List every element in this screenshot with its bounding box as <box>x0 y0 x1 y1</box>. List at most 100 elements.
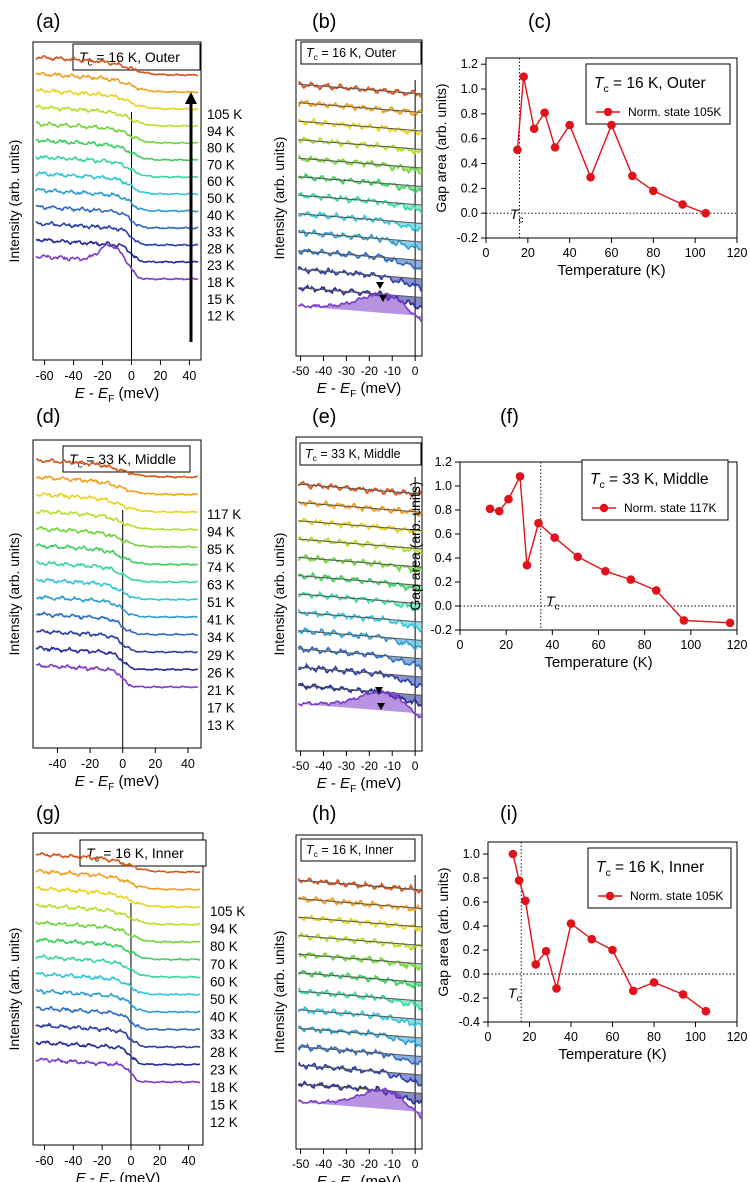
title-subscript: c <box>555 602 560 613</box>
panel-e-symmetrized: (e)-50 -40 -30 -20 -10 0E - EF (meV)Intensity… <box>271 406 423 795</box>
normal-state-fit <box>298 898 423 909</box>
x-tick-label: 120 <box>727 246 748 260</box>
x-tick-label: -40 <box>65 369 83 383</box>
gap-area-point <box>566 919 576 928</box>
gap-area-point <box>601 566 610 576</box>
legend-entry: Norm. state 117K <box>624 501 716 515</box>
normal-state-fit <box>298 935 423 946</box>
panel-letter: (f) <box>500 406 519 428</box>
xlabel-unit: (meV) <box>356 775 401 792</box>
spectrum-curve <box>35 1022 201 1049</box>
symmetrized-curve <box>297 571 423 593</box>
spectrum-curve <box>35 120 199 145</box>
legend-title: Tc = 16 K, Outer <box>306 46 396 62</box>
legend-title: Tc = 33 K, Middle <box>590 471 709 491</box>
normal-state-fit <box>298 593 423 605</box>
spectrum-curve <box>35 543 198 567</box>
x-tick-label: 0 <box>128 369 135 383</box>
symmetrized-curve <box>297 553 423 574</box>
y-tick-label: 1.0 <box>435 479 452 493</box>
x-tick-label: 40 <box>563 246 577 260</box>
spectrum-curve <box>35 237 199 264</box>
x-tick-label: 0 <box>485 1030 492 1044</box>
x-tick-label: -20 <box>93 369 111 383</box>
spectrum-curve <box>35 662 199 689</box>
normal-state-fit <box>298 1046 423 1057</box>
title-subscript: c <box>603 83 608 95</box>
y-tick-label: 0.8 <box>435 503 452 517</box>
spectrum-curve <box>35 492 198 514</box>
normal-state-fit <box>298 102 423 113</box>
legend-box <box>300 838 416 862</box>
y-tick-label: 0.8 <box>461 107 478 121</box>
xlabel-e: E <box>317 380 328 397</box>
xlabel-sub: F <box>108 394 114 405</box>
x-tick-label: 0 <box>457 638 464 652</box>
spectrum-curve <box>35 645 199 672</box>
x-tick-label: 80 <box>647 1030 661 1044</box>
legend-box <box>300 41 422 65</box>
normal-state-fit <box>298 879 423 891</box>
title-symbol: T <box>590 471 601 488</box>
spectrum-curve <box>35 154 199 179</box>
tc-label: Tc <box>546 593 560 613</box>
x-tick-label: -20 <box>361 759 379 773</box>
panel-a-spectra: (a)-60 -40 -20 0 20 40E - EF (meV)Intensity (… <box>6 11 242 405</box>
symmetrized-curve <box>297 210 422 232</box>
y-tick-label: 0.4 <box>461 157 478 171</box>
y-tick-label: 0.0 <box>435 599 452 613</box>
xlabel-minus: - <box>85 385 98 402</box>
normal-state-fit <box>298 139 423 150</box>
x-tick-label: 80 <box>646 246 660 260</box>
normal-state-fit <box>298 520 423 532</box>
normal-state-fit <box>298 1083 423 1094</box>
title-subscript: c <box>314 52 319 62</box>
gap-area-point <box>701 208 710 218</box>
xlabel-sub: F <box>108 782 114 793</box>
spectrum-curve <box>35 171 199 196</box>
temperature-label: 18 K <box>207 275 235 290</box>
spectrum-curve <box>36 475 198 497</box>
symmetrized-curve <box>297 931 423 952</box>
spectrum-curve <box>35 71 199 94</box>
temperature-label: 41 K <box>207 613 235 628</box>
gap-area-point <box>573 552 583 562</box>
xlabel-unit: (meV) <box>114 773 159 790</box>
normal-state-fit <box>298 1027 423 1039</box>
spectrum-curve <box>35 104 199 128</box>
x-tick-label: 60 <box>592 638 606 652</box>
temperature-label: 74 K <box>207 560 235 575</box>
legend-title: Tc = 16 K, Inner <box>306 843 393 859</box>
xlabel-minus: - <box>327 380 340 397</box>
x-tick-label: 120 <box>727 638 748 652</box>
x-tick-label: -10 <box>384 759 402 773</box>
legend-marker <box>605 891 615 901</box>
x-tick-label: 40 <box>564 1030 578 1044</box>
gap-area-point <box>485 504 495 514</box>
y-axis-label: Gap area (arb. units) <box>407 481 423 610</box>
temperature-label: 50 K <box>207 191 235 206</box>
normal-state-fit <box>298 213 423 224</box>
spectrum-curve <box>35 937 201 962</box>
gap-area-point <box>586 172 595 182</box>
symmetrized-curve <box>297 480 423 499</box>
title-symbol: T <box>305 447 314 461</box>
symmetrized-curve <box>297 172 423 194</box>
legend-title: Tc = 16 K, Outer <box>79 49 180 69</box>
spectrum-curve <box>35 885 201 909</box>
spectrum-curve <box>35 187 199 213</box>
gap-area-point <box>552 984 561 993</box>
spectrum-curve <box>35 242 199 281</box>
gap-area-point <box>725 618 735 628</box>
temperature-label: 105 K <box>207 107 242 122</box>
temperature-label: 117 K <box>207 507 241 522</box>
y-tick-label: 0.6 <box>461 132 478 146</box>
x-axis-label: E - EF (meV) <box>76 1170 161 1182</box>
temperature-label: 21 K <box>207 683 235 698</box>
spectrum-curve <box>36 594 198 619</box>
spectrum-curve <box>35 526 198 549</box>
y-axis-label: Intensity (arb. units) <box>6 928 22 1051</box>
x-tick-label: 20 <box>153 1154 167 1168</box>
xlabel-e2: E <box>340 380 351 397</box>
x-tick-label: 0 <box>412 759 419 773</box>
